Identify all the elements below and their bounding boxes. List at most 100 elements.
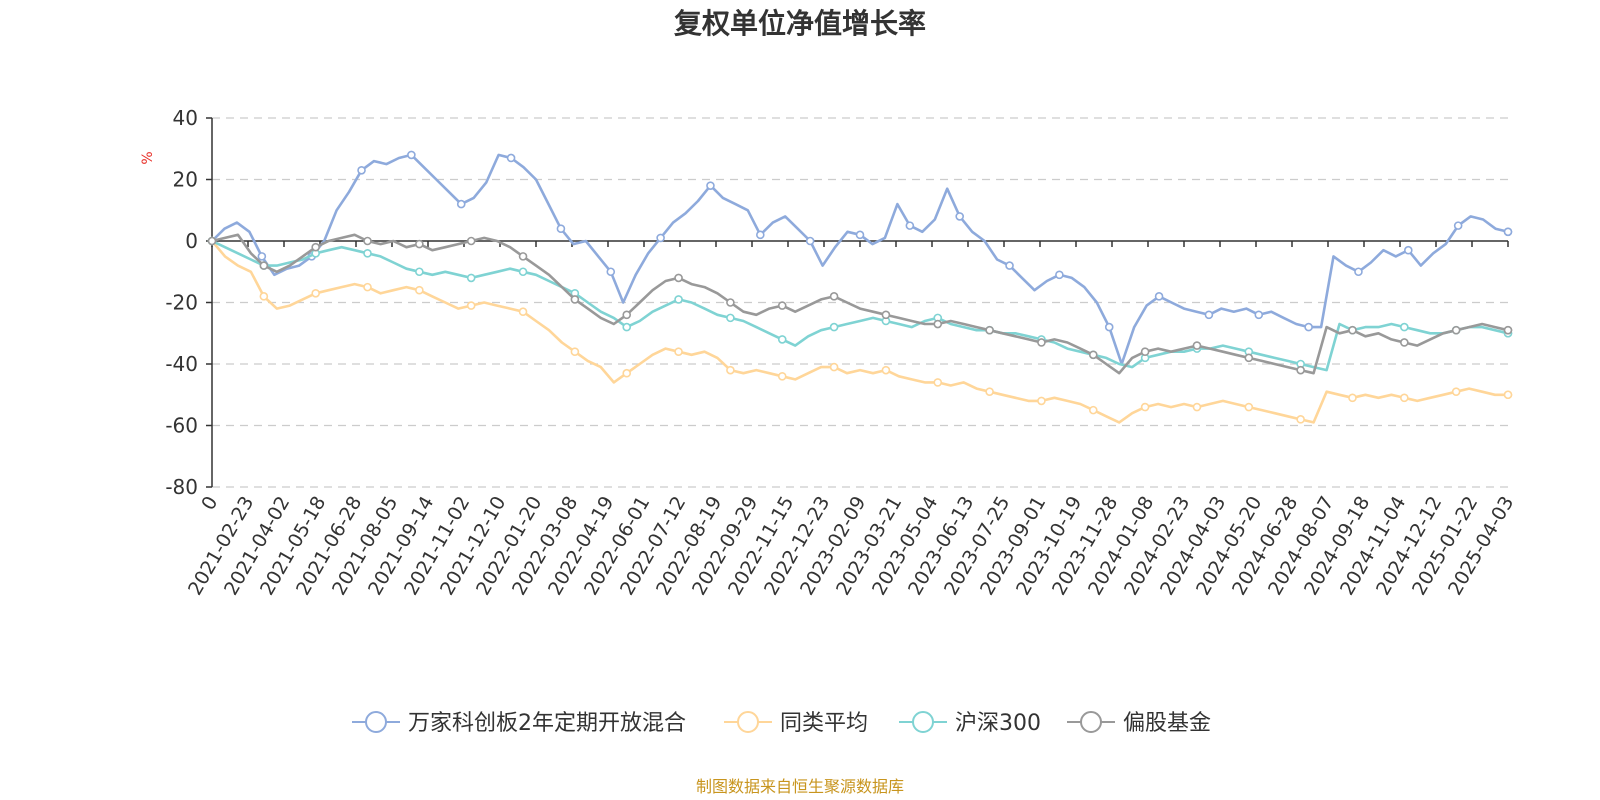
series-point[interactable] bbox=[1451, 325, 1461, 335]
series-point[interactable] bbox=[1304, 322, 1313, 332]
series-point[interactable] bbox=[1140, 402, 1150, 412]
series-point[interactable] bbox=[881, 365, 891, 375]
series-point[interactable] bbox=[1192, 341, 1202, 350]
series-point[interactable] bbox=[570, 295, 580, 304]
series-point[interactable] bbox=[207, 236, 217, 246]
series-point[interactable] bbox=[257, 252, 267, 261]
series-point[interactable] bbox=[1037, 338, 1046, 347]
series-point[interactable] bbox=[311, 242, 320, 252]
legend-marker-icon bbox=[912, 711, 934, 733]
series-point[interactable] bbox=[622, 368, 632, 378]
series-point[interactable] bbox=[1244, 402, 1254, 412]
series-point[interactable] bbox=[456, 199, 466, 209]
series-point[interactable] bbox=[1451, 387, 1461, 396]
series-point[interactable] bbox=[674, 273, 683, 283]
series-point[interactable] bbox=[1400, 393, 1409, 403]
series-point[interactable] bbox=[674, 347, 683, 357]
series-point[interactable] bbox=[829, 362, 839, 372]
series-point[interactable] bbox=[415, 239, 424, 249]
series-point[interactable] bbox=[674, 295, 683, 304]
series-point[interactable] bbox=[1154, 292, 1164, 301]
series-point[interactable] bbox=[407, 150, 416, 160]
series-point[interactable] bbox=[1296, 415, 1305, 424]
series-point[interactable] bbox=[466, 301, 476, 310]
series-point[interactable] bbox=[933, 378, 943, 387]
series-line[interactable] bbox=[211, 153, 1509, 366]
series-point[interactable] bbox=[855, 230, 865, 240]
series-point[interactable] bbox=[1254, 310, 1264, 320]
series-point[interactable] bbox=[985, 387, 994, 396]
series-point[interactable] bbox=[506, 153, 516, 163]
legend-item[interactable]: 万家科创板2年定期开放混合 bbox=[352, 711, 686, 736]
series-point[interactable] bbox=[1088, 350, 1098, 360]
series-point[interactable] bbox=[363, 236, 372, 246]
series-point[interactable] bbox=[905, 221, 915, 230]
series-point[interactable] bbox=[1404, 245, 1413, 255]
series-point[interactable] bbox=[1400, 322, 1409, 332]
series-point[interactable] bbox=[829, 292, 839, 301]
series-point[interactable] bbox=[363, 249, 372, 258]
series-point[interactable] bbox=[1244, 353, 1254, 363]
series-line[interactable] bbox=[211, 239, 1509, 372]
series-point[interactable] bbox=[805, 236, 815, 246]
series-point[interactable] bbox=[466, 273, 476, 283]
series-point[interactable] bbox=[556, 224, 566, 233]
series-point[interactable] bbox=[726, 298, 735, 307]
series-point[interactable] bbox=[1400, 338, 1409, 347]
series-point[interactable] bbox=[881, 310, 891, 320]
series-point[interactable] bbox=[1037, 396, 1046, 406]
y-tick-label: -60 bbox=[165, 414, 198, 438]
series-point[interactable] bbox=[1348, 325, 1357, 335]
series-point[interactable] bbox=[706, 181, 715, 190]
series-point[interactable] bbox=[1192, 402, 1202, 412]
series-point[interactable] bbox=[415, 285, 424, 295]
series-point[interactable] bbox=[363, 282, 372, 292]
series-point[interactable] bbox=[1453, 221, 1463, 230]
series-point[interactable] bbox=[518, 267, 528, 277]
series-point[interactable] bbox=[777, 371, 787, 381]
series-point[interactable] bbox=[311, 288, 320, 298]
series-point[interactable] bbox=[259, 292, 269, 301]
series-point[interactable] bbox=[656, 233, 665, 243]
series-point[interactable] bbox=[726, 365, 735, 375]
series-point[interactable] bbox=[1104, 322, 1114, 332]
series-point[interactable] bbox=[1005, 261, 1014, 270]
series-point[interactable] bbox=[518, 252, 528, 261]
series-point[interactable] bbox=[259, 261, 269, 270]
legend-item[interactable]: 沪深300 bbox=[899, 711, 1041, 736]
series-point[interactable] bbox=[1055, 270, 1064, 280]
series-point[interactable] bbox=[1296, 365, 1305, 375]
series-point[interactable] bbox=[955, 212, 964, 221]
series-point[interactable] bbox=[1204, 310, 1214, 320]
series-point[interactable] bbox=[1503, 227, 1513, 237]
series-point[interactable] bbox=[1503, 325, 1513, 335]
series-point[interactable] bbox=[726, 313, 735, 323]
series-point[interactable] bbox=[1088, 405, 1098, 415]
legend-item[interactable]: 偏股基金 bbox=[1067, 711, 1211, 736]
series-point[interactable] bbox=[1140, 347, 1150, 357]
series-point[interactable] bbox=[570, 347, 580, 357]
series-point[interactable] bbox=[1348, 393, 1357, 403]
series-point[interactable] bbox=[985, 325, 994, 335]
series-point[interactable] bbox=[777, 335, 787, 344]
legend[interactable]: 万家科创板2年定期开放混合 同类平均 沪深300 偏股基金 bbox=[352, 711, 1211, 736]
series-point[interactable] bbox=[1354, 267, 1363, 277]
legend-label: 同类平均 bbox=[780, 711, 868, 736]
series-line[interactable] bbox=[211, 233, 1509, 375]
legend-label: 万家科创板2年定期开放混合 bbox=[408, 711, 686, 736]
series-line[interactable] bbox=[211, 240, 1508, 424]
series-point[interactable] bbox=[777, 301, 787, 310]
series-point[interactable] bbox=[1503, 390, 1513, 400]
series-point[interactable] bbox=[933, 319, 943, 329]
series-point[interactable] bbox=[829, 322, 839, 332]
series-point[interactable] bbox=[756, 230, 765, 240]
x-tick-label: 0 bbox=[197, 493, 222, 514]
series-point[interactable] bbox=[622, 310, 632, 320]
series-point[interactable] bbox=[415, 267, 424, 277]
series-point[interactable] bbox=[622, 322, 632, 332]
series-point[interactable] bbox=[518, 307, 528, 317]
series-point[interactable] bbox=[606, 267, 616, 277]
legend-item[interactable]: 同类平均 bbox=[724, 711, 868, 736]
series-point[interactable] bbox=[466, 236, 476, 246]
series-point[interactable] bbox=[357, 165, 366, 175]
